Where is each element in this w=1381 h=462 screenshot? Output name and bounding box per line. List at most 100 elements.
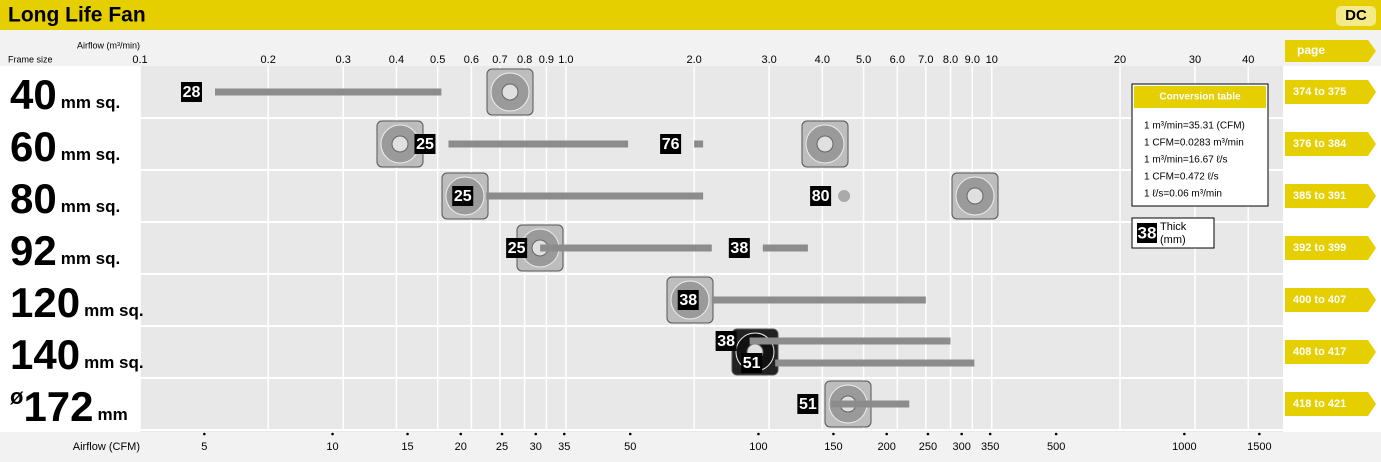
page-range: 392 to 399 — [1293, 242, 1346, 254]
x-tick-label: 30 — [1189, 54, 1201, 66]
size-unit: mm sq. — [84, 301, 144, 320]
size-unit: mm — [98, 405, 128, 424]
x-tick-label: 3.0 — [761, 54, 776, 66]
conversion-line: 1 m³/min=35.31 (CFM) — [1144, 121, 1245, 132]
fan-hub — [817, 136, 833, 152]
range-bar — [540, 245, 712, 252]
x-tick-label: 20 — [1114, 54, 1126, 66]
x2-tick-mark — [757, 433, 760, 436]
x2-tick-mark — [927, 433, 930, 436]
size-number: 172 — [23, 383, 93, 430]
conversion-line: 1 CFM=0.0283 m³/min — [1144, 138, 1244, 149]
x2-tick-label: 150 — [824, 441, 842, 453]
thickness-label: 25 — [416, 136, 434, 153]
x2-tick-label: 30 — [530, 441, 542, 453]
x2-tick-mark — [203, 433, 206, 436]
range-bar — [763, 245, 808, 252]
x2-tick-mark — [501, 433, 504, 436]
thickness-label: 51 — [743, 355, 761, 372]
x2-tick-mark — [534, 433, 537, 436]
x2-tick-mark — [832, 433, 835, 436]
x-tick-label: 5.0 — [856, 54, 871, 66]
page-range: 385 to 391 — [1293, 190, 1346, 202]
thickness-label: 80 — [812, 188, 830, 205]
x-tick-label: 0.2 — [261, 54, 276, 66]
fan-hub — [502, 84, 518, 100]
page-range: 400 to 407 — [1293, 294, 1346, 306]
x2-tick-mark — [960, 433, 963, 436]
size-unit: mm sq. — [61, 197, 121, 216]
thickness-label: 51 — [799, 396, 817, 413]
x-tick-label: 4.0 — [815, 54, 830, 66]
size-unit: mm sq. — [84, 353, 144, 372]
thickness-label: 28 — [183, 84, 201, 101]
x2-tick-mark — [989, 433, 992, 436]
fan-image — [952, 173, 998, 219]
page-header: page — [1297, 43, 1325, 57]
x2-tick-label: 15 — [401, 441, 413, 453]
conversion-line: 1 ℓ/s=0.06 m³/min — [1144, 189, 1222, 200]
x2-tick-label: 10 — [326, 441, 338, 453]
conversion-line: 1 m³/min=16.67 ℓ/s — [1144, 155, 1228, 166]
range-point — [838, 190, 850, 202]
frame-size-label: Frame size — [8, 54, 53, 64]
x-tick-label: 9.0 — [965, 54, 980, 66]
range-bar — [448, 141, 628, 148]
x2-tick-mark — [331, 433, 334, 436]
page-range: 374 to 375 — [1293, 86, 1346, 98]
x-tick-label: 0.5 — [430, 54, 445, 66]
fan-hub — [967, 188, 983, 204]
size-number: 60 — [10, 123, 57, 170]
x-axis-label: Airflow (m³/min) — [77, 40, 140, 50]
fan-hub — [392, 136, 408, 152]
range-bar — [215, 89, 441, 96]
thickness-label: 25 — [508, 240, 526, 257]
frame-size: 92mm sq. — [10, 227, 120, 274]
x2-tick-mark — [563, 433, 566, 436]
chart: Long Life Fan DC 0.10.20.30.40.50.60.70.… — [0, 0, 1381, 462]
thickness-label: 38 — [679, 292, 697, 309]
legend-thickness: 38 — [1138, 223, 1157, 242]
range-bar — [831, 401, 909, 408]
x-tick-label: 2.0 — [686, 54, 701, 66]
x2-tick-label: 250 — [919, 441, 937, 453]
x-tick-label: 8.0 — [943, 54, 958, 66]
x2-tick-mark — [885, 433, 888, 436]
conversion-title: Conversion table — [1159, 92, 1241, 103]
x-tick-label: 7.0 — [918, 54, 933, 66]
x2-tick-label: 50 — [624, 441, 636, 453]
x2-tick-label: 300 — [952, 441, 970, 453]
x-tick-label: 0.6 — [464, 54, 479, 66]
range-bar — [750, 338, 951, 345]
header-bar — [0, 0, 1381, 30]
x2-tick-mark — [406, 433, 409, 436]
size-unit: mm sq. — [61, 145, 121, 164]
range-bar — [775, 360, 974, 367]
x-tick-label: 6.0 — [890, 54, 905, 66]
x2-tick-label: 1500 — [1247, 441, 1271, 453]
x2-tick-mark — [1055, 433, 1058, 436]
fan-image — [487, 69, 533, 115]
thickness-label: 25 — [454, 188, 472, 205]
x-tick-label: 0.3 — [336, 54, 351, 66]
size-number: 140 — [10, 331, 80, 378]
size-number: 80 — [10, 175, 57, 222]
x2-tick-label: 200 — [877, 441, 895, 453]
x-tick-label: 0.4 — [389, 54, 404, 66]
x2-tick-mark — [1183, 433, 1186, 436]
page-range: 408 to 417 — [1293, 346, 1346, 358]
thickness-label: 76 — [662, 136, 680, 153]
size-number: 40 — [10, 71, 57, 118]
page-range: 376 to 384 — [1293, 138, 1347, 150]
x2-tick-mark — [1258, 433, 1261, 436]
x2-tick-label: 500 — [1047, 441, 1065, 453]
x-tick-label: 40 — [1242, 54, 1254, 66]
x-tick-label: 0.8 — [517, 54, 532, 66]
x2-tick-label: 5 — [201, 441, 207, 453]
x2-tick-mark — [629, 433, 632, 436]
